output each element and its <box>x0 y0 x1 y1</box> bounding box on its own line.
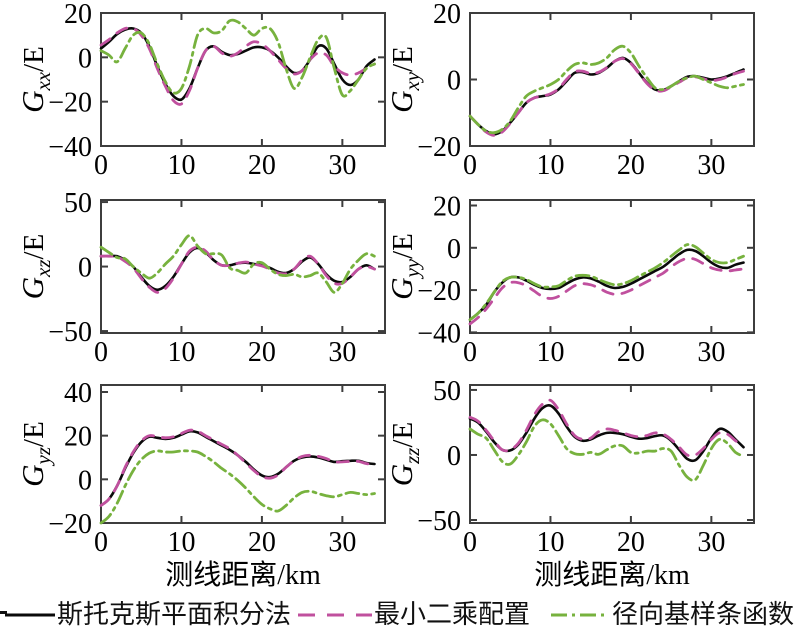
gxy-xtick-label: 20 <box>617 150 645 181</box>
gyy-ytick-label: 0 <box>447 234 461 265</box>
gxx-axes-box <box>100 12 386 147</box>
gyz-lsc-curve <box>99 428 376 507</box>
gyz-ytick-label: −20 <box>48 509 92 540</box>
gyy-xtick-label: 0 <box>463 337 477 368</box>
x-axis-title-right: 测线距离/km <box>534 560 690 591</box>
gzz-axes-box <box>469 384 755 524</box>
gxx-ytick-label: −40 <box>48 132 92 163</box>
gyy-ytick-label: −40 <box>417 318 461 349</box>
rbf-line-sample <box>551 613 609 617</box>
gyy-xtick-label: 30 <box>697 337 725 368</box>
stokes-line-sample <box>5 613 55 617</box>
panel-gyz: 0 10 20 30 40 20 0 −20 Gyz/E <box>15 378 386 558</box>
panel-gyy: 0 10 20 30 20 0 −20 −40 Gyy/E <box>384 191 755 368</box>
gxy-rbf-curve <box>468 44 745 135</box>
gxy-y-axis-title: Gxy/E <box>384 46 424 113</box>
gyy-ytick-label: −20 <box>417 276 461 307</box>
gxy-xtick-label: 10 <box>536 150 564 181</box>
gxy-ytick-label: 0 <box>447 66 461 97</box>
gxz-xtick-label: 30 <box>328 337 356 368</box>
gzz-xtick-label: 20 <box>617 527 645 558</box>
panel-gxy: 0 10 20 30 20 0 −20 Gxy/E <box>384 0 755 181</box>
gxx-ytick-label: 20 <box>64 0 92 30</box>
gyz-xtick-label: 10 <box>167 527 195 558</box>
gyz-xtick-label: 30 <box>328 527 356 558</box>
gyz-y-axis-title: Gyz/E <box>15 421 55 487</box>
panel-gxz: 0 10 20 30 50 0 −50 Gxz/E <box>15 188 386 368</box>
gxx-ytick-label: −20 <box>48 88 92 119</box>
gyz-stokes-curve <box>99 429 376 507</box>
gyz-ytick-label: 40 <box>64 378 92 409</box>
gzz-lsc-curve <box>468 398 745 458</box>
gyz-ytick-label: 0 <box>78 465 92 496</box>
gyy-stokes-curve <box>468 248 745 321</box>
gxz-xtick-label: 0 <box>94 337 108 368</box>
gxx-xtick-label: 20 <box>248 150 276 181</box>
gzz-ytick-label: −50 <box>417 506 461 537</box>
gxz-lsc-curve <box>99 245 376 294</box>
legend-label-rbf: 径向基样条函数 <box>612 600 795 629</box>
gxz-xtick-label: 10 <box>167 337 195 368</box>
gxx-xtick-label: 0 <box>94 150 108 181</box>
gyz-axes-box <box>100 384 386 524</box>
gxx-xtick-label: 10 <box>167 150 195 181</box>
legend-label-lsc: 最小二乘配置 <box>374 600 531 629</box>
gxz-y-axis-title: Gxz/E <box>15 234 55 300</box>
gyy-xtick-label: 20 <box>617 337 645 368</box>
gxz-ytick-label: 0 <box>78 253 92 284</box>
gyy-y-axis-title: Gyy/E <box>384 233 424 300</box>
gxz-axes-box <box>100 199 386 334</box>
gxz-stokes-curve <box>99 246 376 292</box>
gxx-lsc-curve <box>99 26 376 106</box>
gxy-lsc-curve <box>468 57 745 137</box>
gxx-ytick-label: 0 <box>78 43 92 74</box>
gxy-stokes-curve <box>468 56 745 136</box>
gzz-xtick-label: 10 <box>536 527 564 558</box>
gxx-rbf-curve <box>99 18 376 98</box>
panel-gxx: 0 10 20 30 20 0 −20 −40 Gxx/E <box>15 0 386 181</box>
legend-label-stokes: 斯托克斯平面积分法 <box>57 600 292 629</box>
gxy-xtick-label: 0 <box>463 150 477 181</box>
gzz-ytick-label: 50 <box>433 376 461 407</box>
gyz-xtick-label: 20 <box>248 527 276 558</box>
gzz-rbf-curve <box>468 418 745 482</box>
gyz-xtick-label: 0 <box>94 527 108 558</box>
gyy-lsc-curve <box>468 256 745 326</box>
gxy-xtick-label: 30 <box>697 150 725 181</box>
gyz-rbf-curve <box>99 449 376 525</box>
gyy-ytick-label: 20 <box>433 191 461 222</box>
gyy-rbf-curve <box>468 243 745 322</box>
cropped-line-fragment <box>0 611 7 614</box>
gzz-ytick-label: 0 <box>447 441 461 472</box>
gxx-xtick-label: 30 <box>328 150 356 181</box>
legend: 斯托克斯平面积分法 最小二乘配置 径向基样条函数 <box>0 597 800 633</box>
gzz-y-axis-title: Gzz/E <box>384 422 424 487</box>
gxx-y-axis-title: Gxx/E <box>15 46 55 113</box>
panel-gzz: 0 10 20 30 50 0 −50 Gzz/E <box>384 376 755 558</box>
gxy-ytick-label: 20 <box>433 0 461 30</box>
lsc-line-sample <box>298 613 372 617</box>
gxz-xtick-label: 20 <box>248 337 276 368</box>
gzz-xtick-label: 30 <box>697 527 725 558</box>
gxy-ytick-label: −20 <box>417 132 461 163</box>
gyy-axes-box <box>469 199 755 334</box>
gzz-xtick-label: 0 <box>463 527 477 558</box>
gxz-ytick-label: 50 <box>64 188 92 219</box>
gxz-rbf-curve <box>99 234 376 294</box>
gxz-ytick-label: −50 <box>48 317 92 348</box>
gzz-stokes-curve <box>468 404 745 463</box>
x-axis-title-left: 测线距离/km <box>165 560 321 591</box>
gyz-ytick-label: 20 <box>64 422 92 453</box>
gyy-xtick-label: 10 <box>536 337 564 368</box>
